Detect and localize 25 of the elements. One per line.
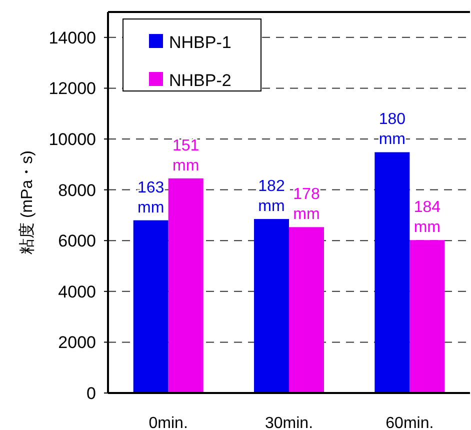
y-tick-label: 4000 — [58, 282, 96, 302]
y-tick-label: 8000 — [58, 180, 96, 200]
bar — [254, 219, 289, 393]
y-tick-label: 10000 — [48, 130, 96, 149]
annotation: 184 mm — [414, 199, 441, 236]
y-tick-label: 0 — [86, 384, 96, 403]
annotation: 180 mm — [378, 111, 406, 148]
legend-label: NHBP-2 — [169, 71, 232, 90]
bar — [168, 178, 204, 393]
bar — [410, 240, 445, 393]
y-tick-label: 14000 — [48, 28, 96, 48]
x-tick-label: 30min. — [264, 415, 314, 430]
x-tick-label: 60min. — [386, 415, 434, 430]
legend-label: NHBP-1 — [169, 33, 232, 52]
bar — [133, 220, 168, 393]
y-tick-label: 6000 — [58, 232, 96, 251]
annotation: 178 mm — [293, 186, 320, 224]
y-tick-label: 2000 — [58, 333, 96, 352]
y-axis-title: 粘度 (mPa・s) — [18, 150, 36, 254]
bar — [374, 152, 410, 393]
annotation: 163 mm — [137, 179, 164, 216]
bar — [289, 227, 324, 393]
annotation: 151 mm — [172, 137, 200, 174]
y-tick-label: 12000 — [48, 79, 96, 98]
x-tick-label: 0min. — [148, 415, 188, 430]
